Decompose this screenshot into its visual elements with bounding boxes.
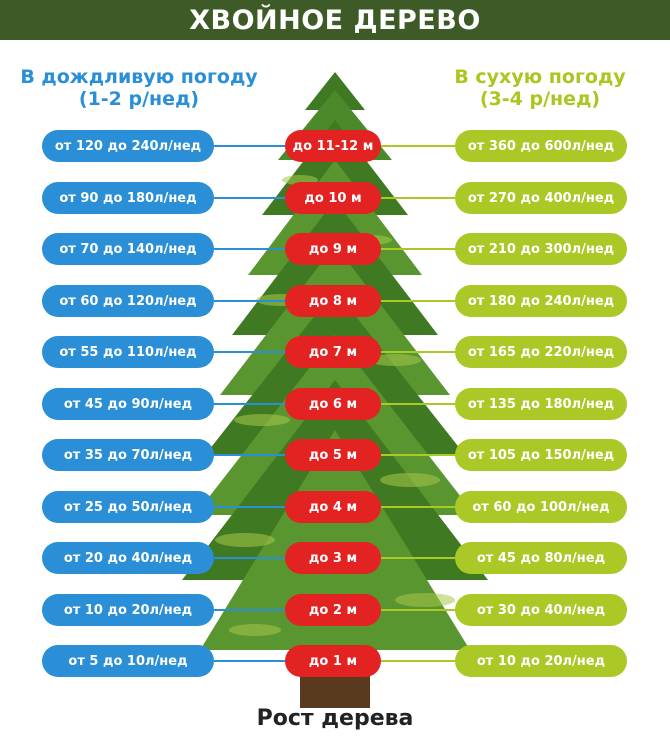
tree-height-pill: до 7 м: [285, 336, 381, 368]
rain-connector-line: [214, 454, 285, 456]
dry-watering-pill: от 60 до 100л/нед: [455, 491, 627, 523]
page-title: ХВОЙНОЕ ДЕРЕВО: [189, 4, 481, 36]
dry-heading-line1: В сухую погоду: [454, 66, 626, 88]
dry-watering-pill: от 165 до 220л/нед: [455, 336, 627, 368]
dry-connector-line: [381, 351, 455, 353]
tree-height-pill: до 4 м: [285, 491, 381, 523]
dry-watering-pill: от 105 до 150л/нед: [455, 439, 627, 471]
rain-watering-pill: от 10 до 20л/нед: [42, 594, 214, 626]
rain-connector-line: [214, 660, 285, 662]
tree-height-pill: до 1 м: [285, 645, 381, 677]
dry-connector-line: [381, 145, 455, 147]
dry-watering-pill: от 360 до 600л/нед: [455, 130, 627, 162]
dry-watering-pill: от 10 до 20л/нед: [455, 645, 627, 677]
tree-height-pill: до 8 м: [285, 285, 381, 317]
rain-watering-pill: от 5 до 10л/нед: [42, 645, 214, 677]
title-bar: ХВОЙНОЕ ДЕРЕВО: [0, 0, 670, 40]
rain-watering-pill: от 70 до 140л/нед: [42, 233, 214, 265]
tree-height-pill: до 11-12 м: [285, 130, 381, 162]
dry-watering-pill: от 270 до 400л/нед: [455, 182, 627, 214]
rain-connector-line: [214, 557, 285, 559]
rain-column-heading: В дождливую погоду (1-2 р/нед): [14, 66, 264, 110]
tree-layer-10: [200, 430, 470, 650]
rain-heading-line2: (1-2 р/нед): [78, 88, 200, 110]
dry-watering-pill: от 135 до 180л/нед: [455, 388, 627, 420]
dry-connector-line: [381, 300, 455, 302]
rain-connector-line: [214, 403, 285, 405]
rain-connector-line: [214, 197, 285, 199]
dry-connector-line: [381, 506, 455, 508]
rain-heading-line1: В дождливую погоду: [20, 66, 258, 88]
dry-connector-line: [381, 248, 455, 250]
tree-height-pill: до 9 м: [285, 233, 381, 265]
dry-connector-line: [381, 197, 455, 199]
dry-connector-line: [381, 609, 455, 611]
dry-watering-pill: от 45 до 80л/нед: [455, 542, 627, 574]
dry-connector-line: [381, 660, 455, 662]
rain-watering-pill: от 120 до 240л/нед: [42, 130, 214, 162]
rain-connector-line: [214, 248, 285, 250]
tree-height-pill: до 10 м: [285, 182, 381, 214]
rain-watering-pill: от 45 до 90л/нед: [42, 388, 214, 420]
rain-watering-pill: от 55 до 110л/нед: [42, 336, 214, 368]
rain-connector-line: [214, 506, 285, 508]
dry-connector-line: [381, 454, 455, 456]
tree-height-pill: до 3 м: [285, 542, 381, 574]
rain-watering-pill: от 60 до 120л/нед: [42, 285, 214, 317]
tree-height-pill: до 2 м: [285, 594, 381, 626]
rain-watering-pill: от 35 до 70л/нед: [42, 439, 214, 471]
rain-watering-pill: от 20 до 40л/нед: [42, 542, 214, 574]
rain-connector-line: [214, 145, 285, 147]
rain-connector-line: [214, 351, 285, 353]
rain-watering-pill: от 25 до 50л/нед: [42, 491, 214, 523]
tree-height-pill: до 5 м: [285, 439, 381, 471]
tree-height-pill: до 6 м: [285, 388, 381, 420]
dry-watering-pill: от 180 до 240л/нед: [455, 285, 627, 317]
dry-connector-line: [381, 557, 455, 559]
rain-connector-line: [214, 609, 285, 611]
dry-watering-pill: от 30 до 40л/нед: [455, 594, 627, 626]
dry-column-heading: В сухую погоду (3-4 р/нед): [420, 66, 660, 110]
dry-heading-line2: (3-4 р/нед): [479, 88, 601, 110]
dry-watering-pill: от 210 до 300л/нед: [455, 233, 627, 265]
rain-connector-line: [214, 300, 285, 302]
rain-watering-pill: от 90 до 180л/нед: [42, 182, 214, 214]
dry-connector-line: [381, 403, 455, 405]
tree-height-caption: Рост дерева: [256, 706, 414, 731]
